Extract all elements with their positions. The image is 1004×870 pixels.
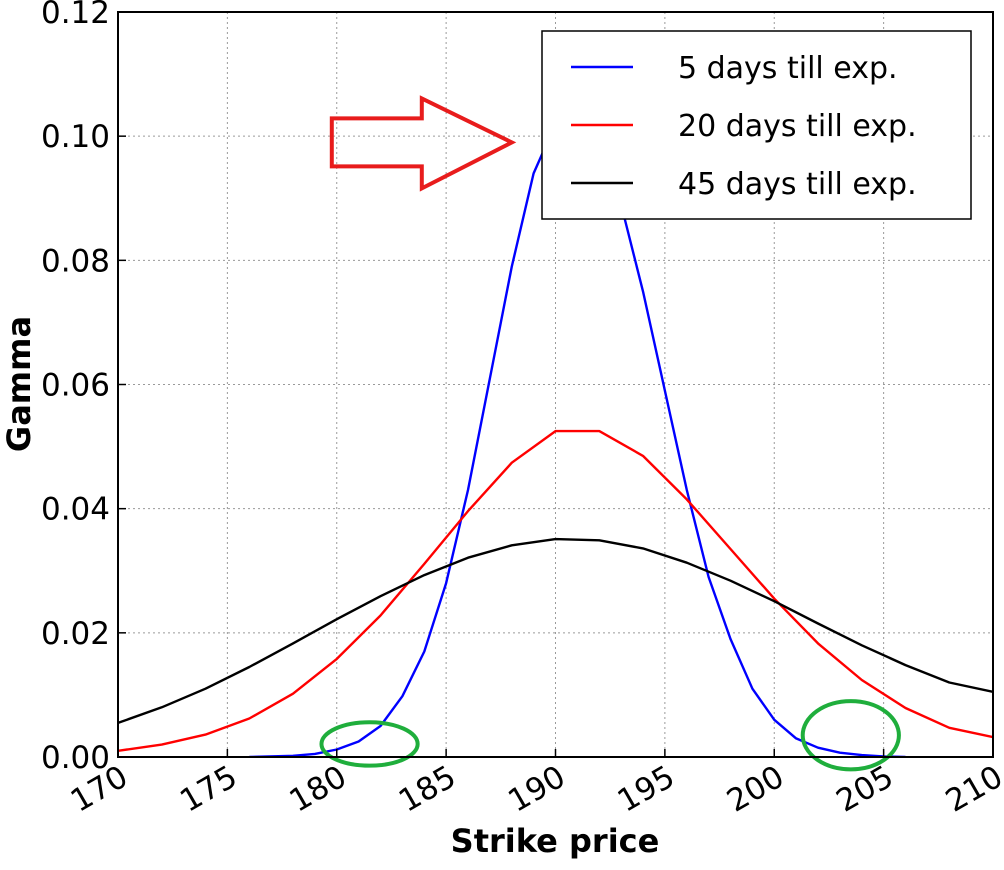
y-tick-label: 0.12 [41, 0, 110, 31]
y-tick-label: 0.08 [41, 243, 110, 279]
annotations [319, 95, 901, 772]
legend-label: 5 days till exp. [678, 51, 898, 86]
y-tick-label: 0.10 [41, 119, 110, 155]
x-tick-label: 195 [612, 759, 681, 820]
y-tick-label: 0.04 [41, 492, 110, 528]
annotation-ellipse [800, 699, 901, 772]
series-line [118, 429, 993, 752]
y-tick-label: 0.06 [41, 368, 110, 404]
legend-label: 45 days till exp. [678, 167, 917, 202]
y-tick-label: 0.00 [41, 740, 110, 776]
annotation-ellipse [319, 720, 420, 768]
x-tick-label: 200 [721, 759, 790, 820]
x-tick-label: 175 [174, 759, 243, 820]
x-tick-label: 210 [940, 759, 1004, 820]
legend-label: 20 days till exp. [678, 109, 917, 144]
x-tick-label: 180 [284, 759, 353, 820]
x-tick-label: 185 [393, 759, 462, 820]
legend: 5 days till exp. 20 days till exp. 45 days… [541, 30, 972, 220]
y-axis-title: Gamma [0, 316, 38, 452]
x-tick-label: 190 [502, 759, 571, 820]
ticks [117, 11, 994, 758]
x-axis-title: Strike price [451, 822, 660, 860]
series-line [118, 537, 993, 725]
annotation-arrow [329, 95, 517, 192]
y-tick-label: 0.02 [41, 616, 110, 652]
